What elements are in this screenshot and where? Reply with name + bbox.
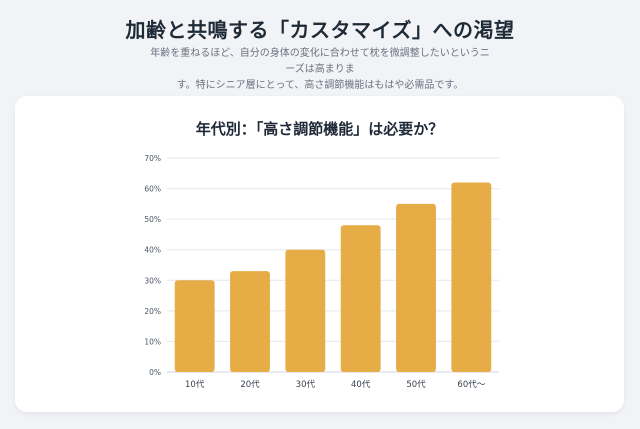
x-tick-label: 10代 <box>185 379 205 390</box>
chart-card: 年代別：「高さ調節機能」は必要か？ 0% 10% 20% 30% 40% 50% 60% 70… <box>15 96 624 412</box>
y-tick-label: 40% <box>144 246 161 255</box>
y-tick-label: 60% <box>144 185 161 194</box>
y-tick-label: 50% <box>144 215 161 224</box>
page-title: 加齢と共鳴する「カスタマイズ」への渇望 <box>125 18 515 42</box>
bar <box>451 182 492 372</box>
bar <box>396 203 436 372</box>
bar <box>285 249 326 372</box>
lead-line-1: 年齢を重ねるほど、自分の身体の変化に合わせて枕を微調整したいというニーズは高まり… <box>150 48 490 75</box>
x-tick-label: 40代 <box>351 379 371 390</box>
chart-title: 年代別：「高さ調節機能」は必要か？ <box>195 120 444 138</box>
bar <box>340 225 381 372</box>
y-tick-label: 0% <box>149 368 161 377</box>
bar <box>230 271 270 372</box>
y-tick-label: 30% <box>144 276 161 285</box>
lead-line-2: す。特にシニア層にとって、高さ調節機能はもはや必需品です。 <box>176 80 464 91</box>
y-tick-label: 10% <box>144 337 161 346</box>
x-tick-label: 50代 <box>406 379 426 390</box>
x-tick-label: 20代 <box>240 379 260 390</box>
lead-text: 年齢を重ねるほど、自分の身体の変化に合わせて枕を微調整したいというニーズは高まり… <box>150 46 490 94</box>
y-tick-label: 70% <box>144 154 161 163</box>
y-tick-label: 20% <box>144 307 161 316</box>
bar <box>174 280 215 372</box>
x-tick-label: 30代 <box>296 379 316 390</box>
bar-chart: 0% 10% 20% 30% 40% 50% 60% 70% 10代 20代 30代 40代 50代 60… <box>144 154 499 390</box>
x-tick-label: 60代〜 <box>457 379 485 390</box>
